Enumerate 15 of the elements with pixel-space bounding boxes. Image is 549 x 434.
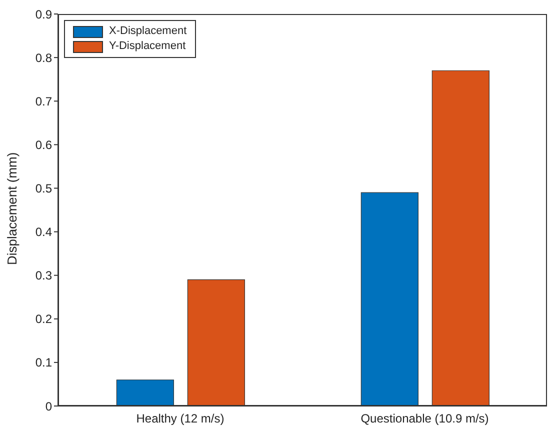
y-tick-label: 0.4 [35,225,52,240]
y-tick-label: 0.8 [35,50,52,65]
y-tick-label: 0.2 [35,312,52,326]
y-tick-label: 0.1 [35,356,52,370]
y-tick-label: 0.9 [35,7,52,22]
y-tick-label: 0.3 [35,268,52,283]
y-axis-title: Displacement (mm) [4,152,20,265]
y-tick-label: 0 [45,399,52,414]
legend-label: Y-Displacement [109,39,186,54]
x-tick-label: Healthy (12 m/s) [136,412,224,426]
y-tick-label: 0.7 [35,94,52,108]
y-tick-label: 0.6 [35,138,52,152]
x-tick-label: Questionable (10.9 m/s) [360,412,489,426]
legend-label: X-Displacement [109,24,187,39]
y-tick-label: 0.5 [35,181,52,196]
